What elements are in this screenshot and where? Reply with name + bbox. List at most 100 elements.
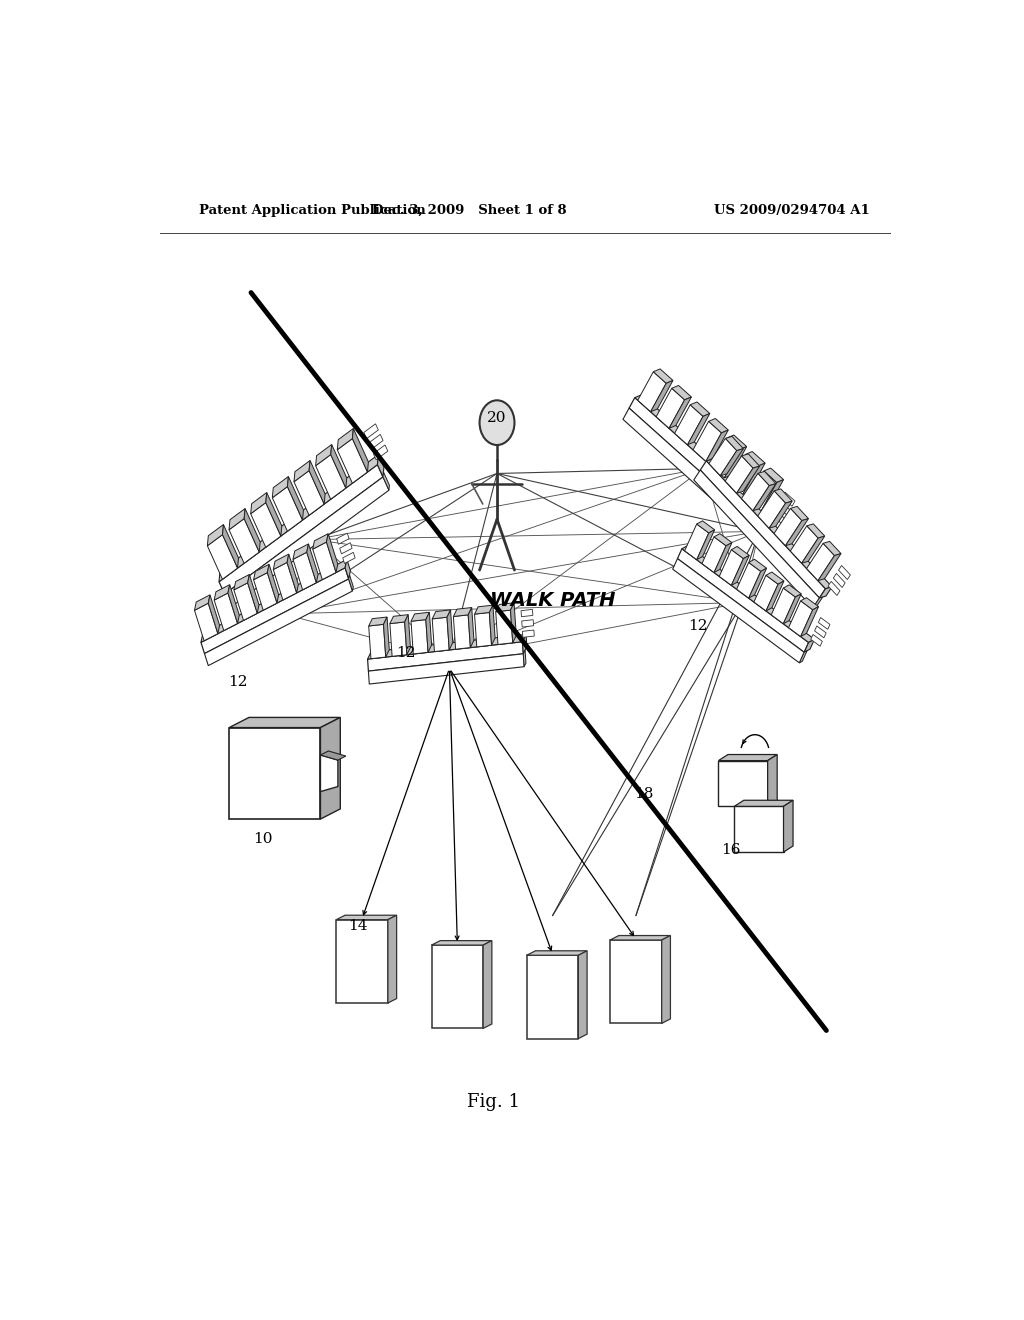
- Polygon shape: [431, 945, 483, 1028]
- Polygon shape: [201, 568, 348, 653]
- Polygon shape: [219, 465, 383, 594]
- Polygon shape: [783, 585, 801, 597]
- Polygon shape: [714, 533, 732, 545]
- Polygon shape: [685, 524, 709, 560]
- Polygon shape: [454, 607, 472, 616]
- Polygon shape: [447, 610, 453, 649]
- Polygon shape: [764, 516, 776, 529]
- Polygon shape: [522, 630, 535, 638]
- Polygon shape: [345, 560, 350, 579]
- Polygon shape: [228, 585, 240, 623]
- Polygon shape: [432, 618, 450, 652]
- Polygon shape: [229, 727, 321, 818]
- Polygon shape: [731, 556, 750, 585]
- Circle shape: [479, 400, 514, 445]
- Polygon shape: [758, 528, 767, 540]
- Polygon shape: [707, 459, 833, 589]
- Text: 12: 12: [688, 619, 708, 634]
- Text: Dec. 3, 2009   Sheet 1 of 8: Dec. 3, 2009 Sheet 1 of 8: [372, 205, 566, 216]
- Polygon shape: [807, 524, 824, 539]
- Polygon shape: [432, 610, 451, 619]
- Polygon shape: [229, 519, 259, 564]
- Polygon shape: [702, 537, 726, 573]
- Text: WALK PATH: WALK PATH: [489, 591, 615, 610]
- Polygon shape: [753, 483, 776, 511]
- Polygon shape: [719, 760, 768, 807]
- Polygon shape: [294, 471, 325, 515]
- Text: 20: 20: [487, 411, 507, 425]
- Polygon shape: [384, 616, 389, 657]
- Text: Fig. 1: Fig. 1: [467, 1093, 519, 1110]
- Polygon shape: [749, 568, 767, 598]
- Polygon shape: [724, 446, 746, 478]
- Polygon shape: [696, 529, 715, 560]
- Polygon shape: [273, 562, 297, 601]
- Polygon shape: [709, 418, 728, 433]
- Polygon shape: [682, 545, 814, 643]
- Polygon shape: [693, 421, 722, 462]
- Polygon shape: [233, 583, 257, 620]
- Polygon shape: [266, 492, 282, 536]
- Polygon shape: [251, 492, 266, 513]
- Polygon shape: [745, 451, 765, 466]
- Polygon shape: [273, 554, 289, 569]
- Polygon shape: [811, 635, 822, 647]
- Polygon shape: [774, 508, 802, 545]
- Polygon shape: [807, 544, 835, 581]
- Polygon shape: [195, 603, 218, 640]
- Polygon shape: [761, 479, 783, 511]
- Polygon shape: [834, 573, 845, 587]
- Polygon shape: [337, 438, 368, 483]
- Polygon shape: [321, 755, 338, 792]
- Text: US 2009/0294704 A1: US 2009/0294704 A1: [715, 205, 870, 216]
- Polygon shape: [742, 463, 765, 495]
- Polygon shape: [312, 533, 328, 549]
- Polygon shape: [205, 579, 352, 665]
- Polygon shape: [736, 562, 761, 598]
- Polygon shape: [233, 574, 250, 590]
- Polygon shape: [610, 940, 662, 1023]
- Polygon shape: [214, 593, 238, 631]
- Polygon shape: [368, 635, 526, 659]
- Polygon shape: [802, 536, 824, 564]
- Polygon shape: [368, 642, 523, 671]
- Polygon shape: [719, 549, 743, 585]
- Polygon shape: [696, 521, 715, 533]
- Polygon shape: [725, 455, 753, 494]
- Polygon shape: [800, 651, 807, 663]
- Polygon shape: [772, 510, 785, 524]
- Polygon shape: [312, 543, 336, 579]
- Polygon shape: [288, 477, 303, 520]
- Polygon shape: [758, 471, 776, 486]
- Polygon shape: [774, 488, 793, 503]
- Polygon shape: [783, 800, 793, 853]
- Polygon shape: [229, 508, 245, 529]
- Polygon shape: [734, 800, 793, 807]
- Polygon shape: [369, 434, 383, 449]
- Polygon shape: [272, 477, 289, 498]
- Polygon shape: [741, 454, 760, 469]
- Polygon shape: [195, 595, 210, 610]
- Polygon shape: [788, 601, 813, 636]
- Polygon shape: [675, 405, 703, 445]
- Polygon shape: [653, 368, 673, 383]
- Polygon shape: [374, 445, 388, 459]
- Polygon shape: [610, 936, 671, 940]
- Polygon shape: [672, 385, 691, 400]
- Polygon shape: [730, 454, 759, 495]
- Polygon shape: [727, 436, 746, 449]
- Polygon shape: [669, 397, 691, 428]
- Polygon shape: [294, 461, 310, 482]
- Polygon shape: [818, 618, 830, 630]
- Polygon shape: [823, 541, 841, 556]
- Polygon shape: [364, 424, 378, 438]
- Polygon shape: [741, 474, 769, 511]
- Polygon shape: [378, 454, 384, 477]
- Polygon shape: [758, 491, 785, 528]
- Polygon shape: [819, 587, 833, 598]
- Polygon shape: [734, 807, 783, 853]
- Polygon shape: [348, 574, 353, 591]
- Polygon shape: [340, 543, 352, 554]
- Polygon shape: [785, 519, 809, 545]
- Polygon shape: [369, 616, 387, 626]
